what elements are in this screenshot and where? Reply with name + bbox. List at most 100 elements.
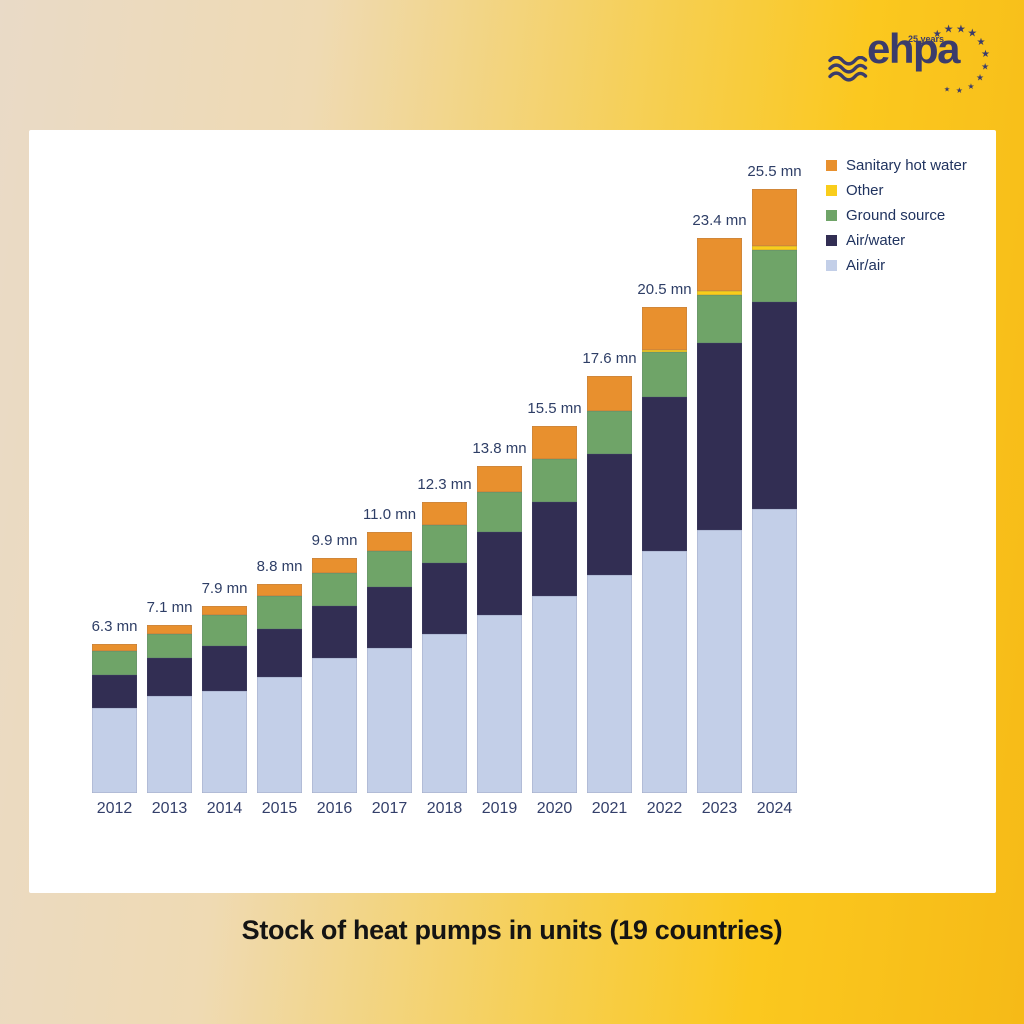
total-label-2012: 6.3 mn [91,617,138,635]
star-icon: ★ [976,37,986,49]
segment-ground-source-2014 [202,615,247,647]
segment-sanitary-hot-water-2017 [367,532,412,552]
legend-swatch-icon [826,160,837,171]
total-label-2013: 7.1 mn [146,598,193,616]
bars-area: 6.3 mn 2012 7.1 mn 2013 7.9 mn 2014 8.8 mn 2015… [91,130,802,818]
bar-2021: 17.6 mn 2021 [582,130,636,818]
total-label-2020: 15.5 mn [527,399,582,417]
logo-25-years-badge: 25 years [908,34,945,44]
segment-air-water-2021 [587,454,632,575]
legend-swatch-icon [826,210,837,221]
bar-2024: 25.5 mn 2024 [747,130,801,818]
segment-ground-source-2015 [257,596,302,630]
segment-ground-source-2019 [477,492,522,533]
legend-swatch-icon [826,260,837,271]
total-label-2014: 7.9 mn [201,579,248,597]
segment-ground-source-2024 [752,250,797,303]
segment-sanitary-hot-water-2019 [477,465,522,493]
bar-2016: 9.9 mn 2016 [311,130,358,818]
legend-item-air-water: Air/water [826,232,967,249]
segment-ground-source-2016 [312,572,357,606]
segment-sanitary-hot-water-2012 [92,643,137,651]
x-tick-2020: 2020 [536,800,573,817]
segment-air-air-2019 [477,615,522,793]
legend-swatch-icon [826,235,837,246]
segment-air-water-2013 [147,657,192,696]
segment-air-air-2024 [752,508,797,793]
segment-sanitary-hot-water-2014 [202,605,247,616]
x-tick-2017: 2017 [371,800,408,817]
segment-ground-source-2012 [92,650,137,675]
legend-item-air-air: Air/air [826,257,967,274]
segment-ground-source-2020 [532,458,577,502]
bar-2012: 6.3 mn 2012 [91,130,138,818]
total-label-2024: 25.5 mn [747,162,802,180]
segment-air-water-2018 [422,563,467,635]
ehpa-logo: ehpa 25 years ★ ★ ★ ★ ★ ★ ★ ★ ★ ★ ★ [820,20,1010,100]
segment-air-water-2015 [257,629,302,677]
x-tick-2014: 2014 [206,800,243,817]
star-icon: ★ [932,28,942,40]
segment-other-2023 [697,290,742,296]
total-label-2021: 17.6 mn [582,349,637,367]
bar-2018: 12.3 mn 2018 [417,130,471,818]
segment-air-air-2022 [642,551,687,793]
total-label-2017: 11.0 mn [362,506,417,524]
legend-label: Other [846,182,884,199]
star-icon: ★ [943,23,954,36]
legend-label: Ground source [846,207,946,224]
segment-air-air-2012 [92,707,137,793]
segment-sanitary-hot-water-2023 [697,238,742,291]
star-icon: ★ [976,72,985,83]
total-label-2023: 23.4 mn [692,212,747,230]
segment-air-air-2014 [202,691,247,793]
segment-air-air-2018 [422,634,467,793]
segment-sanitary-hot-water-2018 [422,501,467,526]
legend-label: Sanitary hot water [846,157,967,174]
x-tick-2021: 2021 [591,800,628,817]
logo-wordmark: ehpa [867,25,961,72]
segment-ground-source-2021 [587,411,632,455]
x-tick-2012: 2012 [96,800,133,817]
waves-icon [828,56,868,82]
stacked-bar-chart: 6.3 mn 2012 7.1 mn 2013 7.9 mn 2014 8.8 mn 2015… [29,130,996,893]
x-tick-2015: 2015 [261,800,298,817]
star-icon: ★ [967,81,975,91]
segment-air-air-2017 [367,648,412,793]
chart-panel: 6.3 mn 2012 7.1 mn 2013 7.9 mn 2014 8.8 mn 2015… [29,130,996,893]
legend-item-ground-source: Ground source [826,207,967,224]
segment-air-air-2015 [257,676,302,793]
total-label-2016: 9.9 mn [311,532,358,550]
segment-air-water-2023 [697,342,742,530]
segment-sanitary-hot-water-2013 [147,624,192,635]
star-icon: ★ [981,61,990,72]
segment-ground-source-2022 [642,352,687,398]
segment-air-water-2022 [642,397,687,552]
segment-sanitary-hot-water-2015 [257,584,302,597]
segment-ground-source-2018 [422,525,467,564]
segment-air-water-2014 [202,646,247,692]
chart-legend: Sanitary hot water Other Ground source Air/… [826,157,967,274]
x-tick-2019: 2019 [481,800,518,817]
segment-sanitary-hot-water-2020 [532,425,577,459]
segment-sanitary-hot-water-2021 [587,375,632,412]
segment-sanitary-hot-water-2022 [642,307,687,350]
bar-2017: 11.0 mn 2017 [363,130,416,818]
total-label-2018: 12.3 mn [417,475,472,493]
star-icon: ★ [943,86,951,94]
star-icon: ★ [981,48,990,60]
segment-air-water-2019 [477,532,522,616]
segment-other-2024 [752,245,797,251]
star-icon: ★ [955,23,966,36]
bar-2014: 7.9 mn 2014 [201,130,248,818]
legend-item-other: Other [826,182,967,199]
segment-air-water-2020 [532,501,577,597]
segment-air-air-2023 [697,529,742,793]
star-icon: ★ [967,27,978,40]
x-tick-2022: 2022 [646,800,683,817]
segment-sanitary-hot-water-2024 [752,188,797,246]
segment-air-water-2024 [752,302,797,509]
x-tick-2016: 2016 [316,800,353,817]
legend-label: Air/air [846,257,886,274]
segment-ground-source-2017 [367,551,412,587]
